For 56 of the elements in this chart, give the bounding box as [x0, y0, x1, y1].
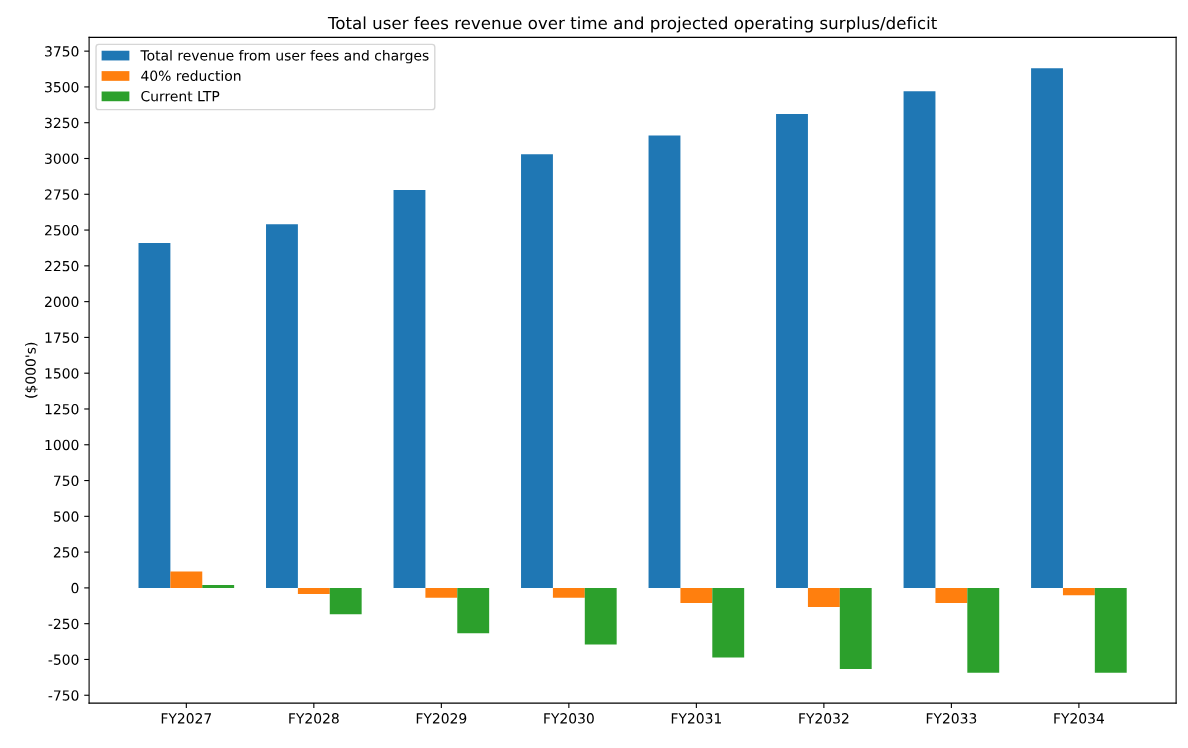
bar [521, 154, 553, 588]
y-tick-label: 0 [71, 582, 79, 594]
legend-label: 40% reduction [141, 70, 241, 82]
bar [297, 587, 330, 594]
bar [584, 587, 617, 645]
bar [903, 91, 936, 588]
y-tick-label: 3250 [45, 117, 79, 129]
legend-label: Total revenue from user fees and charges [140, 49, 429, 64]
bar [1062, 587, 1095, 596]
bar [552, 587, 585, 598]
x-tick-label: FY2027 [161, 713, 212, 724]
bar [1094, 587, 1127, 673]
y-tick-label: -500 [48, 654, 79, 665]
chart-title: Total user fees revenue over time and projected operating surplus/deficit [327, 16, 937, 33]
bar [807, 587, 840, 607]
bar [138, 242, 171, 588]
legend-label: Current LTP [141, 90, 220, 102]
y-tick-label: 250 [53, 547, 79, 558]
bar [170, 571, 203, 588]
x-tick-label: FY2034 [1054, 713, 1105, 724]
y-tick-label: 2500 [45, 225, 79, 236]
x-tick-label: FY2030 [544, 713, 594, 724]
y-tick-label: 1750 [45, 332, 79, 343]
x-tick-label: FY2031 [671, 713, 721, 724]
bar [648, 135, 681, 588]
y-tick-label: -750 [48, 690, 79, 701]
bar [393, 189, 426, 588]
bar [839, 587, 872, 670]
y-tick-label: 2000 [45, 296, 79, 308]
x-tick-label: FY2029 [416, 713, 467, 724]
bar [680, 587, 713, 604]
bar [712, 587, 745, 658]
y-axis-title: ($000's) [25, 342, 38, 398]
y-tick-label: 3000 [45, 153, 79, 164]
bar [266, 224, 298, 588]
x-tick-label: FY2032 [799, 713, 849, 724]
bar [1031, 68, 1063, 588]
y-tick-label: 750 [54, 475, 79, 487]
y-tick-label: 1000 [45, 439, 79, 451]
y-tick-label: 1500 [45, 368, 79, 379]
x-tick-label: FY2033 [926, 713, 977, 724]
y-tick-label: 3500 [45, 81, 79, 93]
y-tick-label: 1250 [45, 403, 79, 415]
y-tick-label: 2250 [45, 260, 79, 272]
bar [329, 587, 362, 615]
bar [776, 114, 808, 588]
y-tick-label: 2750 [45, 189, 79, 200]
bar [967, 587, 1000, 673]
bar [202, 585, 235, 588]
bar [935, 587, 968, 604]
y-tick-label: 500 [53, 511, 79, 522]
y-tick-label: 3750 [45, 46, 79, 57]
y-tick-label: -250 [48, 618, 79, 630]
x-tick-label: FY2028 [289, 713, 339, 724]
bar [457, 587, 490, 634]
bar [425, 587, 458, 598]
